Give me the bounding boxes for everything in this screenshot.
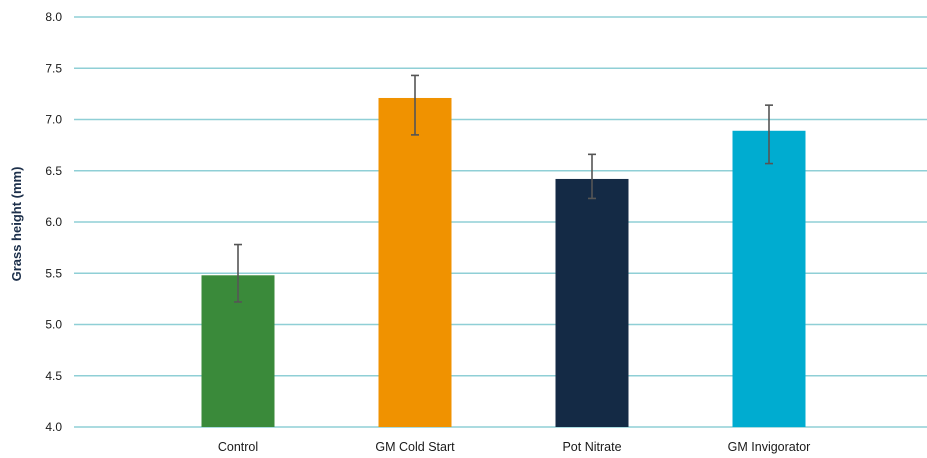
x-category-labels: Control GM Cold Start Pot Nitrate GM Invigo…: [218, 440, 810, 454]
x-category-label: GM Invigorator: [728, 440, 811, 454]
y-tick-label: 8.0: [45, 10, 62, 24]
y-tick-labels: 4.0 4.5 5.0 5.5 6.0 6.5 7.0 7.5 8.0: [45, 10, 62, 434]
y-tick-label: 7.0: [45, 113, 62, 127]
y-tick-label: 5.0: [45, 318, 62, 332]
y-tick-label: 5.5: [45, 266, 62, 280]
y-axis-title: Grass height (mm): [9, 167, 24, 282]
bars: [201, 97, 806, 427]
error-bar: [765, 104, 773, 165]
error-bar: [411, 74, 419, 136]
x-category-label: GM Cold Start: [375, 440, 455, 454]
error-bar: [588, 153, 596, 200]
x-category-label: Control: [218, 440, 258, 454]
error-bar: [234, 243, 242, 303]
y-tick-label: 4.5: [45, 369, 62, 383]
bar: [732, 130, 806, 427]
y-tick-label: 4.0: [45, 420, 62, 434]
y-tick-label: 7.5: [45, 61, 62, 75]
y-tick-label: 6.5: [45, 164, 62, 178]
error-bars: [234, 74, 773, 303]
bar: [378, 97, 452, 427]
y-tick-label: 6.0: [45, 215, 62, 229]
x-category-label: Pot Nitrate: [562, 440, 621, 454]
bar: [555, 178, 629, 427]
